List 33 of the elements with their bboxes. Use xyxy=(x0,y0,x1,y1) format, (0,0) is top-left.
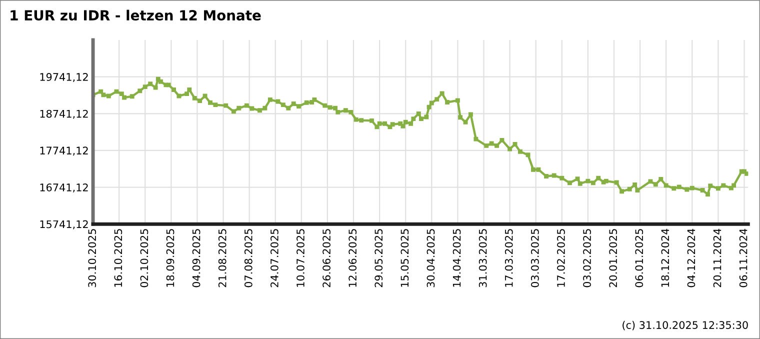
x-tick-label: 14.04.2025 xyxy=(452,229,461,287)
x-tick-label: 24.07.2025 xyxy=(270,229,278,288)
x-tick-label: 04.09.2025 xyxy=(192,229,200,288)
x-tick-label: 16.10.2025 xyxy=(114,229,122,287)
y-tick-label: 15741,12 xyxy=(40,220,88,230)
x-tick-label: 30.10.2025 xyxy=(88,229,96,288)
y-tick-label: 19741,12 xyxy=(40,73,88,82)
x-tick-label: 15.05.2025 xyxy=(400,229,409,287)
x-tick-label: 21.08.2025 xyxy=(218,229,226,288)
x-tick-label: 03.03.2025 xyxy=(530,229,539,288)
x-tick-label: 10.07.2025 xyxy=(296,229,304,287)
y-tick-label: 18741,12 xyxy=(40,110,88,119)
x-tick-label: 06.11.2024 xyxy=(739,228,748,288)
x-tick-label: 17.03.2025 xyxy=(504,229,513,287)
x-tick-label: 18.09.2025 xyxy=(166,229,174,287)
text: (c) 31.10.2025 12:35:30 xyxy=(622,320,748,330)
x-tick-label: 02.10.2025 xyxy=(140,229,148,288)
x-tick-label: 20.11.2024 xyxy=(713,228,722,288)
y-tick-label: 16741,12 xyxy=(40,183,88,192)
x-tick-label: 12.06.2025 xyxy=(348,229,357,287)
x-tick-label: 29.05.2025 xyxy=(374,229,383,288)
x-tick-label: 26.06.2025 xyxy=(322,229,330,288)
x-tick-label: 04.12.2024 xyxy=(687,228,696,288)
x-tick-label: 30.04.2025 xyxy=(426,229,435,288)
y-tick-label: 17741,12 xyxy=(40,146,88,156)
x-tick-label: 03.02.2025 xyxy=(583,229,591,288)
x-tick-label: 17.02.2025 xyxy=(557,229,565,287)
chart-title: 1 EUR zu IDR - letzen 12 Monate xyxy=(10,10,261,21)
x-tick-label: 31.03.2025 xyxy=(478,229,487,288)
x-tick-label: 06.01.2025 xyxy=(635,229,644,288)
x-tick-label: 18.12.2024 xyxy=(661,228,670,287)
x-tick-label: 07.08.2025 xyxy=(244,229,252,288)
x-tick-label: 20.01.2025 xyxy=(609,229,618,288)
